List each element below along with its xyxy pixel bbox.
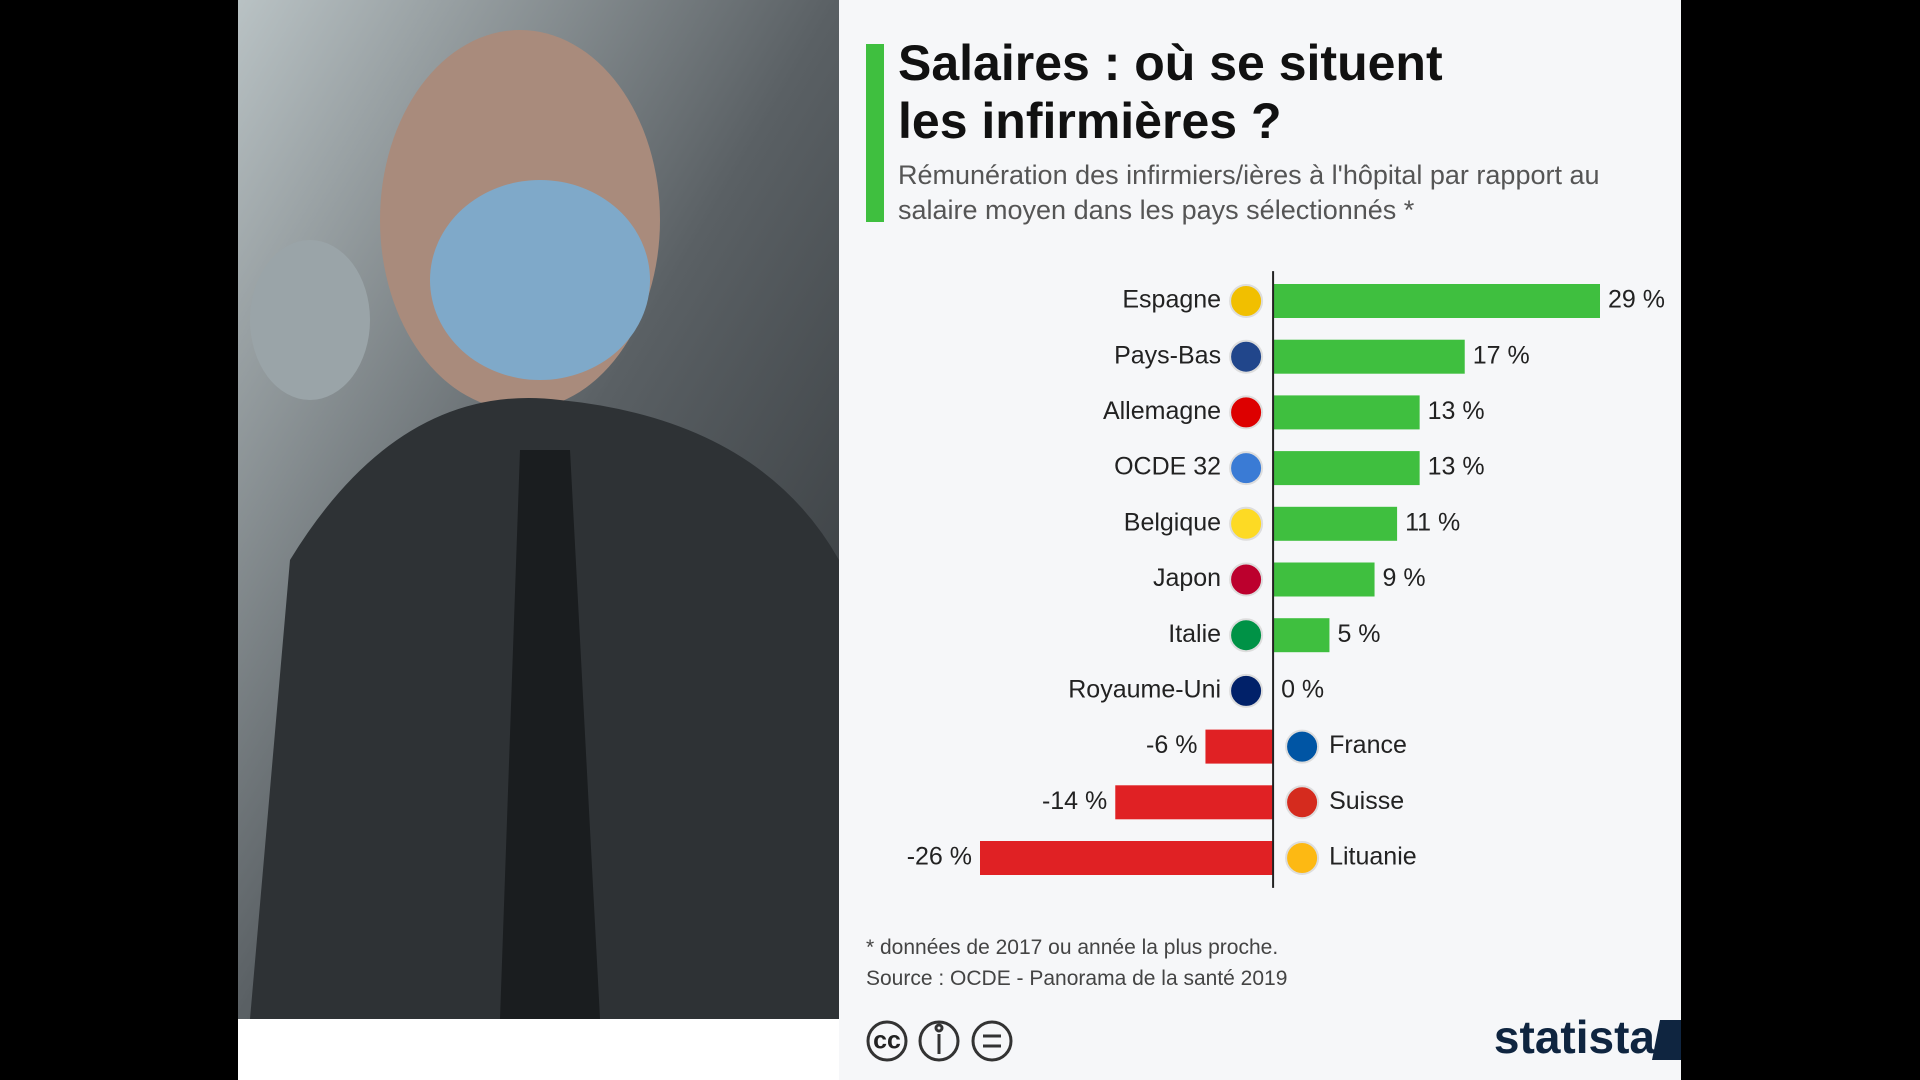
category-label: Lituanie <box>1329 843 1417 871</box>
logo-mark <box>1652 1020 1681 1060</box>
infographic-panel <box>839 0 1681 1080</box>
chart: 29 % Espagne 17 % Pays-Bas 13 % Allemagne 13 %… <box>907 271 1665 888</box>
video-shape <box>500 450 600 1019</box>
category-label: Royaume-Uni <box>1068 676 1221 704</box>
category-label: Suisse <box>1329 787 1404 815</box>
flag-icon <box>1229 506 1264 541</box>
video-shape <box>250 240 370 400</box>
title-accent <box>866 44 884 222</box>
value-label: 9 % <box>1383 564 1426 592</box>
category-label: France <box>1329 731 1407 759</box>
value-label: 17 % <box>1473 341 1530 369</box>
bar <box>1273 284 1600 318</box>
chart-title: Salaires : où se situent les infirmières… <box>898 35 1443 149</box>
value-label: -6 % <box>1146 731 1197 759</box>
flag-icon <box>1229 451 1264 486</box>
flag-icon <box>1229 395 1264 430</box>
video-border <box>238 1019 839 1080</box>
value-label: 29 % <box>1608 286 1665 314</box>
flag-icon <box>1229 618 1264 653</box>
category-label: Espagne <box>1122 286 1221 314</box>
flag-icon <box>1229 562 1264 597</box>
bar <box>1273 618 1330 653</box>
bar <box>1273 562 1375 597</box>
category-label: Italie <box>1168 620 1221 648</box>
value-label: 11 % <box>1405 508 1460 536</box>
category-label: OCDE 32 <box>1114 453 1221 481</box>
value-label: 13 % <box>1428 453 1485 481</box>
category-label: Allemagne <box>1103 397 1221 425</box>
source: Source : OCDE - Panorama de la santé 201… <box>866 967 1288 990</box>
category-label: Pays-Bas <box>1114 341 1221 369</box>
category-label: Belgique <box>1124 508 1221 536</box>
bar <box>1273 339 1465 374</box>
bar <box>1273 395 1420 430</box>
flag-icon <box>1285 785 1320 820</box>
bar <box>1115 785 1274 820</box>
flag-icon <box>1229 339 1264 374</box>
bar <box>980 841 1274 875</box>
bar <box>1273 451 1420 486</box>
logo: statista <box>1494 1011 1655 1063</box>
bar <box>1273 506 1398 541</box>
footnote: * données de 2017 ou année la plus proch… <box>866 936 1279 959</box>
flag-icon <box>1285 841 1320 875</box>
cc-icon: cc <box>873 1027 901 1055</box>
flag-icon <box>1285 729 1320 764</box>
flag-icon <box>1229 673 1264 708</box>
value-label: 5 % <box>1337 620 1380 648</box>
category-label: Japon <box>1153 564 1221 592</box>
flag-icon <box>1229 284 1264 318</box>
value-label: -26 % <box>907 843 972 871</box>
value-label: 13 % <box>1428 397 1485 425</box>
bar <box>1205 729 1274 764</box>
value-label: -14 % <box>1042 787 1107 815</box>
value-label: 0 % <box>1281 676 1324 704</box>
chart-subtitle: Rémunération des infirmiers/ières à l'hô… <box>898 160 1600 225</box>
license-icons <box>866 1020 1013 1062</box>
video-shape <box>430 180 650 380</box>
